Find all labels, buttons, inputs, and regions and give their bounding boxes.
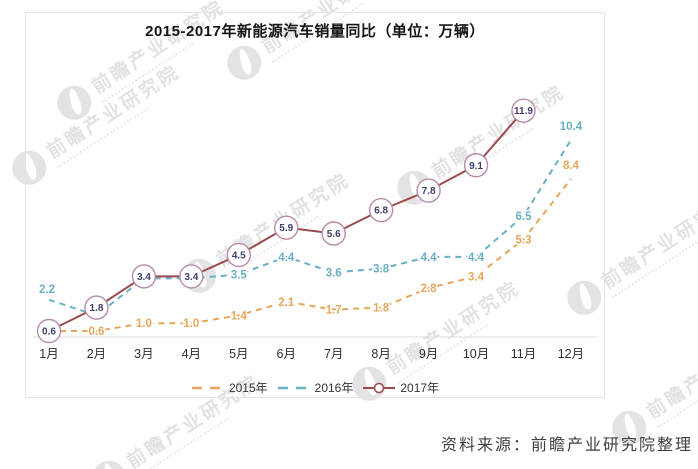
data-point-label: 0.6 bbox=[42, 327, 56, 338]
data-point-label: 8.4 bbox=[563, 160, 580, 172]
legend-item-2017年[interactable]: 2017年 bbox=[362, 379, 439, 396]
data-point-label: 0.6 bbox=[88, 326, 104, 338]
x-axis-label: 9月 bbox=[419, 347, 438, 361]
data-point-label: 1.4 bbox=[231, 310, 248, 322]
data-point-marker bbox=[321, 221, 346, 246]
data-point-label: 2.1 bbox=[278, 297, 295, 309]
watermark-subtext-line bbox=[657, 367, 698, 429]
data-point-label: 3.6 bbox=[326, 268, 342, 280]
chart-plot: 1月 2月 3月 4月 5月 6月 7月 8月 9月 10月 11月 12月 0.6 1.0 1.0 1.4 2… bbox=[33, 98, 597, 361]
legend-label: 2017年 bbox=[400, 381, 440, 395]
data-point-label: 1.8 bbox=[89, 303, 103, 314]
data-point-label: 2.2 bbox=[39, 284, 55, 296]
data-point-label: 7.8 bbox=[422, 186, 436, 197]
data-point-label: 3.4 bbox=[468, 271, 485, 283]
data-point-marker bbox=[84, 295, 109, 320]
data-point-label: 10.4 bbox=[560, 121, 583, 133]
chart-legend: 2015年 2016年 2017年 bbox=[26, 379, 604, 396]
data-point-marker bbox=[36, 318, 62, 344]
data-point-label: 4.5 bbox=[232, 250, 246, 261]
x-axis-label: 11月 bbox=[511, 347, 536, 361]
data-point-label: 1.7 bbox=[326, 305, 342, 317]
data-point-label: 4.4 bbox=[421, 252, 438, 264]
x-axis-label: 2月 bbox=[87, 347, 106, 361]
qianzhan-logo-icon bbox=[85, 454, 133, 469]
series-line-2015年 bbox=[49, 178, 572, 332]
x-axis-label: 4月 bbox=[182, 347, 201, 361]
data-point-label: 9.1 bbox=[469, 161, 483, 172]
data-point-marker bbox=[131, 264, 157, 289]
data-point-label: 1.0 bbox=[136, 318, 152, 330]
x-axis-label: 7月 bbox=[324, 347, 343, 361]
data-point-label: 5.3 bbox=[516, 234, 532, 246]
source-note: 资料来源：前瞻产业研究院整理 bbox=[440, 437, 693, 454]
x-axis-label: 5月 bbox=[229, 347, 248, 361]
x-axis-label: 6月 bbox=[277, 347, 296, 361]
data-point-label: 2.8 bbox=[421, 283, 438, 295]
watermark-text: 前瞻产业研究院 bbox=[598, 191, 698, 294]
data-point-label: 1.8 bbox=[373, 303, 390, 315]
watermark-text: 前瞻产业研究院 bbox=[643, 321, 698, 424]
data-point-label: 4.4 bbox=[278, 252, 295, 264]
legend-marker bbox=[191, 386, 224, 389]
x-axis-label: 10月 bbox=[463, 347, 489, 361]
x-axis-label: 8月 bbox=[371, 347, 390, 361]
legend-label: 2016年 bbox=[314, 381, 354, 395]
watermark-subtext-line bbox=[137, 417, 229, 469]
legend-item-2016年[interactable]: 2016年 bbox=[277, 379, 354, 396]
series-line-2016年 bbox=[48, 139, 572, 317]
chart-card: 2015-2017年新能源汽车销量同比（单位：万辆） 1月 2月 3月 4月 5月 6月 7… bbox=[25, 12, 605, 398]
data-point-marker bbox=[226, 242, 252, 268]
data-point-label: 6.8 bbox=[374, 206, 388, 217]
data-point-label: 3.4 bbox=[137, 272, 151, 283]
x-axis-label: 3月 bbox=[134, 347, 153, 361]
data-point-label: 11.9 bbox=[514, 106, 533, 117]
legend-marker bbox=[363, 382, 396, 393]
data-point-label: 5.9 bbox=[279, 223, 293, 234]
data-point-label: 1.0 bbox=[183, 318, 199, 330]
x-axis-label: 12月 bbox=[558, 347, 584, 361]
legend-item-2015年[interactable]: 2015年 bbox=[191, 379, 268, 396]
data-point-label: 4.4 bbox=[468, 252, 485, 264]
legend-marker bbox=[277, 386, 310, 389]
data-point-label: 5.6 bbox=[327, 229, 341, 240]
legend-label: 2015年 bbox=[228, 381, 268, 395]
data-point-label: 3.4 bbox=[184, 272, 198, 283]
data-point-label: 6.5 bbox=[516, 211, 533, 223]
data-point-label: 3.5 bbox=[231, 269, 248, 281]
x-axis-label: 1月 bbox=[39, 347, 58, 361]
data-point-marker bbox=[511, 98, 536, 123]
data-point-marker bbox=[274, 215, 299, 240]
chart-title: 2015-2017年新能源汽车销量同比（单位：万辆） bbox=[145, 23, 485, 40]
watermark-subtext-line bbox=[612, 237, 698, 299]
data-point-label: 3.8 bbox=[373, 264, 390, 276]
data-point-marker bbox=[463, 153, 489, 178]
